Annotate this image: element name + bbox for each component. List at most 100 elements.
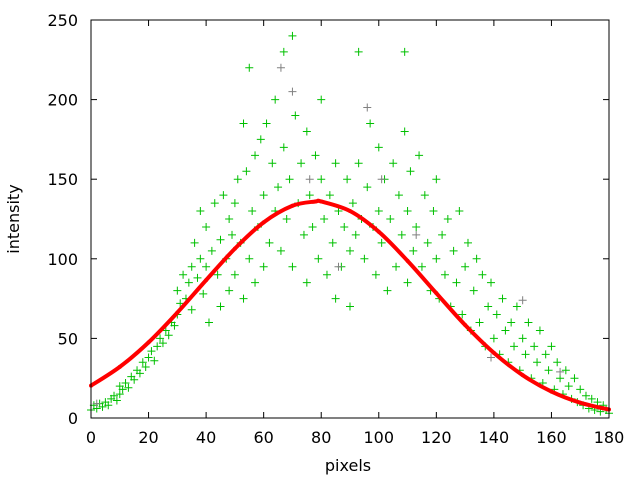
data-point — [389, 159, 398, 168]
data-point — [251, 278, 260, 287]
data-point — [147, 347, 156, 356]
y-tick-label: 150 — [47, 170, 78, 189]
data-point — [245, 254, 254, 263]
data-point — [348, 199, 357, 208]
data-point — [202, 222, 211, 231]
data-point — [363, 183, 372, 192]
data-point — [225, 215, 234, 223]
data-point — [544, 366, 553, 375]
data-point — [176, 299, 185, 308]
axis-ticks: 0 20 40 60 80 100 120 140 160 180 0 50 100 150 200 250 — [47, 11, 624, 447]
data-point — [400, 127, 409, 136]
data-point — [156, 334, 165, 343]
data-point — [564, 382, 573, 391]
data-point — [305, 191, 314, 200]
data-point — [130, 375, 139, 384]
data-point — [204, 318, 213, 327]
x-tick-label: 180 — [594, 428, 625, 447]
y-tick-label: 250 — [47, 11, 78, 30]
data-point — [216, 302, 225, 311]
data-point — [561, 366, 570, 375]
fit-curve-line — [89, 198, 610, 412]
data-point — [412, 222, 421, 231]
data-point — [593, 398, 602, 407]
data-point — [340, 222, 349, 231]
data-point — [383, 286, 392, 295]
data-point — [265, 238, 274, 247]
data-point — [570, 374, 579, 383]
data-point — [173, 286, 182, 295]
data-point — [484, 302, 493, 311]
data-point — [259, 262, 268, 271]
data-point — [302, 278, 311, 287]
data-point — [377, 238, 386, 247]
data-point — [228, 230, 237, 239]
data-point — [386, 215, 395, 223]
data-point — [202, 262, 211, 271]
data-point — [438, 230, 447, 239]
data-point — [354, 47, 363, 56]
data-point — [285, 175, 294, 184]
data-point — [472, 254, 481, 263]
data-point — [279, 143, 288, 152]
fit-curve-point — [175, 310, 180, 315]
fit-curve-point — [348, 209, 352, 214]
data-point — [239, 294, 248, 303]
fit-curve-point — [376, 229, 381, 234]
data-point — [394, 191, 403, 200]
data-point — [461, 262, 470, 271]
data-point — [219, 191, 228, 200]
data-point — [363, 103, 372, 112]
x-tick-label: 20 — [138, 428, 158, 447]
data-point — [121, 378, 130, 387]
fit-curve-point — [261, 220, 266, 225]
data-point — [288, 31, 297, 40]
data-point — [510, 342, 519, 351]
x-tick-label: 160 — [536, 428, 567, 447]
data-point — [489, 334, 498, 343]
data-point — [518, 296, 527, 305]
data-point — [245, 63, 254, 72]
data-point — [299, 230, 308, 239]
data-point — [251, 151, 260, 160]
data-point — [377, 175, 386, 184]
data-point — [320, 215, 329, 223]
fit-curve-point — [117, 364, 122, 369]
data-point — [397, 230, 406, 239]
data-point — [417, 262, 426, 271]
data-point — [262, 119, 271, 128]
data-point — [216, 235, 225, 244]
data-point — [302, 127, 311, 136]
data-point — [308, 222, 317, 231]
data-point — [423, 238, 432, 247]
data-point — [366, 119, 375, 128]
x-tick-label: 100 — [364, 428, 395, 447]
data-point — [535, 326, 544, 335]
data-point — [553, 358, 562, 367]
data-point — [144, 353, 153, 362]
x-tick-label: 0 — [86, 428, 96, 447]
data-point — [230, 270, 239, 279]
data-point — [196, 254, 205, 263]
x-tick-label: 60 — [253, 428, 273, 447]
data-point — [346, 302, 354, 311]
data-point — [135, 369, 144, 378]
data-point — [297, 159, 306, 168]
data-point — [452, 278, 461, 287]
data-point — [317, 175, 326, 184]
data-point — [239, 119, 248, 128]
data-point — [193, 273, 202, 282]
data-point — [420, 191, 429, 200]
data-point — [158, 339, 167, 348]
data-point — [449, 246, 458, 255]
x-tick-label: 140 — [479, 428, 510, 447]
data-point — [164, 331, 173, 340]
data-point — [581, 391, 590, 400]
data-point — [230, 199, 239, 208]
fit-curve-point — [313, 199, 318, 204]
data-point — [400, 47, 409, 56]
data-point — [412, 230, 421, 239]
x-tick-label: 120 — [421, 428, 452, 447]
data-point — [331, 159, 340, 168]
